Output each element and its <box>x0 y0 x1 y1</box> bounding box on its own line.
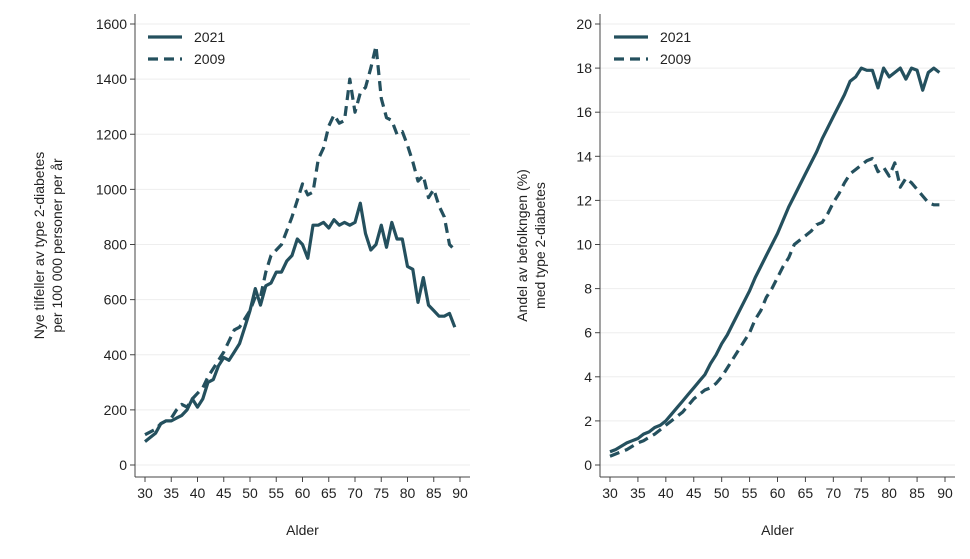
y-tick-label: 8 <box>584 281 592 297</box>
chart-panel-2: 0 2 4 6 8 10 12 14 16 18 20 30 35 40 45 50 55 60 65 70 75 80 8… <box>514 14 955 538</box>
y-tick-label: 6 <box>584 325 592 341</box>
x-tick-label: 60 <box>770 485 786 501</box>
y-tick-label: 400 <box>104 347 128 363</box>
y-tick-label: 20 <box>576 16 592 32</box>
x-tick-label: 70 <box>347 485 363 501</box>
x-tick-label: 70 <box>826 485 842 501</box>
y-axis-title-line: per 100 000 personer per år <box>49 158 65 333</box>
x-tick-label: 60 <box>295 485 311 501</box>
series-line-2021 <box>144 201 457 443</box>
y-tick-label: 2 <box>584 413 592 429</box>
y-tick-label: 14 <box>576 148 592 164</box>
x-axis-title: Alder <box>286 522 319 538</box>
chart-panel-1: 0 200 400 600 800 1000 1200 1400 1600 30 35 40 45 50 5… <box>31 14 470 538</box>
y-tick-label: 12 <box>576 192 592 208</box>
x-tick-label: 75 <box>853 485 869 501</box>
x-tick-label: 65 <box>321 485 337 501</box>
legend-label-2009: 2009 <box>660 51 691 67</box>
x-tick-label: 45 <box>216 485 232 501</box>
x-tick-label: 35 <box>630 485 646 501</box>
legend-label-2021: 2021 <box>194 29 225 45</box>
y-tick-label: 1400 <box>96 71 127 87</box>
x-tick-label: 55 <box>268 485 284 501</box>
x-tick-label: 35 <box>163 485 179 501</box>
x-tick-label: 80 <box>881 485 897 501</box>
y-tick-label: 16 <box>576 104 592 120</box>
legend-label-2021: 2021 <box>660 29 691 45</box>
series-line-2009 <box>144 44 456 437</box>
y-tick-label: 1600 <box>96 16 127 32</box>
y-tick-label: 200 <box>104 402 128 418</box>
x-tick-label: 75 <box>373 485 389 501</box>
x-tick-label: 40 <box>658 485 674 501</box>
legend-label-2009: 2009 <box>194 51 225 67</box>
y-tick-label: 600 <box>104 292 128 308</box>
x-tick-label: 40 <box>190 485 206 501</box>
series-line-2021 <box>609 66 941 454</box>
x-tick-label: 50 <box>242 485 258 501</box>
y-axis-title-line: med type 2-diabetes <box>532 182 548 309</box>
x-tick-label: 45 <box>686 485 702 501</box>
y-tick-label: 0 <box>584 457 592 473</box>
x-tick-label: 85 <box>909 485 925 501</box>
y-axis-title-line: Nye tilfeller av type 2-diabetes <box>31 152 47 340</box>
x-tick-label: 30 <box>602 485 618 501</box>
y-tick-label: 1200 <box>96 126 127 142</box>
x-tick-label: 80 <box>400 485 416 501</box>
x-tick-label: 85 <box>426 485 442 501</box>
legend: 2021 2009 <box>148 29 225 67</box>
x-tick-label: 65 <box>798 485 814 501</box>
x-axis-title: Alder <box>761 522 794 538</box>
x-tick-label: 90 <box>937 485 953 501</box>
y-tick-label: 10 <box>576 237 592 253</box>
series-line-2009 <box>609 156 940 458</box>
y-tick-label: 0 <box>119 457 127 473</box>
y-axis-title-line: Andel av befolkngen (%) <box>514 169 530 322</box>
legend: 2021 2009 <box>614 29 691 67</box>
x-tick-label: 50 <box>714 485 730 501</box>
y-tick-label: 18 <box>576 60 592 76</box>
y-tick-label: 800 <box>104 237 128 253</box>
y-tick-label: 4 <box>584 369 592 385</box>
y-tick-label: 1000 <box>96 181 127 197</box>
x-tick-label: 90 <box>452 485 468 501</box>
x-tick-label: 30 <box>137 485 153 501</box>
x-tick-label: 55 <box>742 485 758 501</box>
